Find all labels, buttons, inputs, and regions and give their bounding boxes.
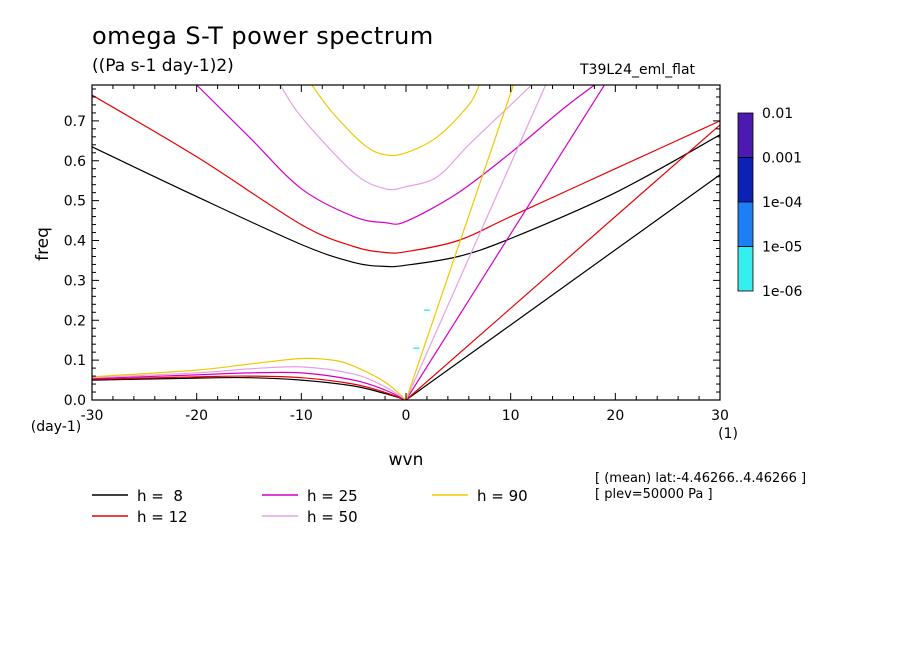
- colorbar-swatch: [737, 112, 754, 158]
- legend-label: h = 90: [477, 487, 528, 505]
- colorbar-label: 1e-04: [762, 195, 802, 211]
- y-tick-label: 0.1: [64, 353, 86, 369]
- mrg-curve-h8: [92, 376, 407, 400]
- inertio_gravity-curve-h50: [279, 85, 533, 191]
- x-tick-label: 0: [402, 408, 411, 424]
- x-tick-label: -30: [81, 408, 104, 424]
- legend-label: h = 8: [137, 487, 183, 505]
- colorbar-label: 0.001: [762, 151, 802, 167]
- meta-latitude: [ (mean) lat:-4.46266..4.46266 ]: [595, 471, 807, 486]
- colorbar-label: 1e-05: [762, 240, 802, 256]
- kelvin-curve-h25: [405, 85, 606, 400]
- y-tick-label: 0.3: [64, 273, 86, 289]
- inertio_gravity-curve-h25: [196, 85, 595, 225]
- y-tick-label: 0.5: [64, 194, 86, 210]
- tick-group: -30 -20 -10 0 10 20 30 0.0 0.1 0.2 0.3 0.4 0.5 0.6 0.7: [64, 85, 729, 424]
- legend-label: h = 50: [307, 508, 358, 526]
- y-axis-label: freq: [33, 227, 53, 261]
- kelvin-curve-h8: [405, 174, 720, 400]
- y-axis-unit: (day-1): [31, 419, 81, 435]
- chart-subtitle: ((Pa s-1 day-1)2): [92, 56, 234, 76]
- x-tick-label: 10: [502, 408, 520, 424]
- y-tick-label: 0.6: [64, 154, 86, 170]
- x-tick-label: 30: [711, 408, 729, 424]
- meta-plev: [ plev=50000 Pa ]: [595, 487, 713, 502]
- colorbar-swatch: [737, 157, 754, 203]
- inertio_gravity-curve-h90: [311, 85, 480, 157]
- legend-label: h = 12: [137, 508, 188, 526]
- colorbar: 0.01 0.001 1e-04 1e-05 1e-06: [737, 106, 802, 300]
- mrg-curve-h50: [92, 366, 407, 400]
- kelvin-curve-h50: [405, 85, 547, 400]
- y-tick-label: 0.7: [64, 114, 86, 130]
- colorbar-label: 0.01: [762, 106, 793, 122]
- inertio_gravity-curve-h12: [92, 94, 720, 254]
- y-tick-label: 0.2: [64, 313, 86, 329]
- x-tick-label: -10: [290, 408, 313, 424]
- y-tick-label: 0.4: [64, 234, 86, 250]
- colorbar-label: 1e-06: [762, 284, 802, 300]
- x-axis-label: wvn: [389, 450, 424, 470]
- curve-group: [92, 85, 720, 400]
- x-tick-label: -20: [185, 408, 208, 424]
- y-tick-label: 0.0: [64, 393, 86, 409]
- colorbar-swatch: [737, 246, 754, 292]
- mrg-curve-h12: [92, 375, 407, 400]
- chart-title: omega S-T power spectrum: [92, 22, 434, 50]
- kelvin-curve-h12: [405, 124, 720, 400]
- colorbar-swatch: [737, 201, 754, 247]
- x-axis-unit: (1): [718, 426, 738, 442]
- inertio_gravity-curve-h8: [92, 134, 720, 268]
- mrg-curve-h25: [92, 371, 407, 400]
- experiment-name: T39L24_eml_flat: [580, 62, 696, 78]
- legend-label: h = 25: [307, 487, 358, 505]
- mrg-curve-h90: [92, 357, 407, 400]
- contour-group: [413, 309, 430, 349]
- legend: h = 8 h = 12 h = 25 h = 50 h = 90: [92, 487, 528, 526]
- kelvin-curve-h90: [405, 85, 515, 400]
- x-tick-label: 20: [606, 408, 624, 424]
